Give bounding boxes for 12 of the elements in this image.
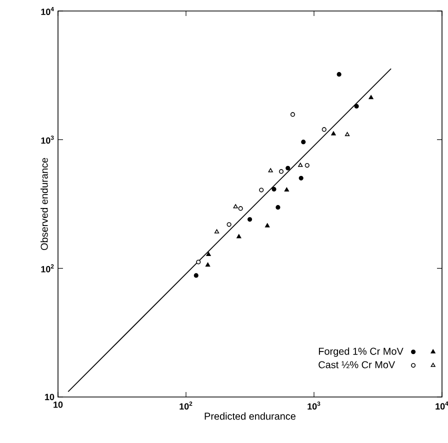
y-tick-label: 10$^{2}$ [41,264,54,272]
legend-label: Cast ½% Cr MoV [318,361,396,368]
x-tick-label: 10 [54,402,63,408]
y-tick-label: 10 [45,394,54,400]
y-tick-label: 10$^{3}$ [41,136,54,144]
y-axis-title: Observed endurance [40,158,48,250]
x-tick-label: 10$^{2}$ [180,402,192,410]
y-tick-label: 10$^{4}$ [41,6,54,16]
legend-label: Forged 1% Cr MoV [318,348,404,357]
x-tick-label: 10$^{4}$ [436,402,448,410]
x-tick-label: 10$^{3}$ [308,402,320,410]
x-axis-title: Predicted endurance [204,412,296,420]
